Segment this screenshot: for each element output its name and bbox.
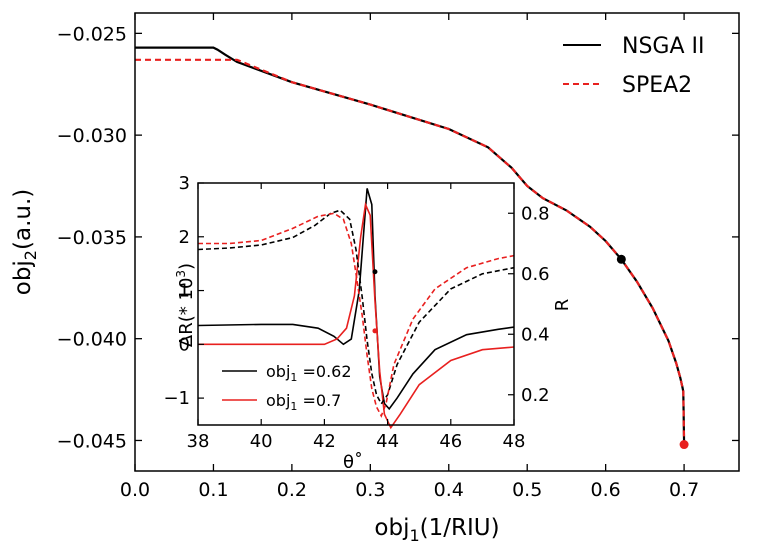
inset-y-axis-label-left: ΔR(* 103) bbox=[174, 263, 197, 347]
inset-series-group bbox=[197, 188, 515, 430]
inset-y-tick-label-right: 0.6 bbox=[521, 264, 550, 285]
inset-y-tick-label-left: 2 bbox=[179, 227, 190, 248]
main-y-ticks: −0.025 −0.030 −0.035 −0.040 −0.045 bbox=[57, 23, 739, 452]
main-x-axis-label: obj1(1/RIU) bbox=[374, 515, 499, 545]
main-series-spea2 bbox=[135, 58, 686, 445]
inset-x-tick-label: 40 bbox=[250, 431, 273, 452]
main-y-tick-label: −0.035 bbox=[57, 227, 127, 249]
inset-x-ticks: 38 40 42 44 46 48 bbox=[187, 183, 526, 452]
inset-x-axis-label: θ˚ bbox=[343, 452, 363, 473]
main-x-tick-label: 0.0 bbox=[120, 479, 150, 501]
inset-y-tick-label-left: 0 bbox=[179, 334, 190, 355]
main-x-tick-label: 0.1 bbox=[198, 479, 228, 501]
inset-plot-frame bbox=[197, 182, 515, 426]
main-x-tick-label: 0.6 bbox=[591, 479, 621, 501]
main-marker-0 bbox=[616, 254, 626, 264]
main-x-ticks: 0.0 0.1 0.2 0.3 0.4 0.5 0.6 0.7 bbox=[120, 13, 699, 501]
inset-series-1 bbox=[198, 201, 515, 430]
legend-label-nsga2: NSGA II bbox=[622, 34, 705, 59]
main-legend: NSGA II SPEA2 bbox=[563, 34, 705, 98]
inset-series-3 bbox=[198, 212, 515, 418]
main-y-tick-label: −0.025 bbox=[57, 23, 127, 45]
inset-legend: obj1 =0.62 obj1 =0.7 bbox=[222, 362, 352, 413]
main-marker-1 bbox=[679, 440, 689, 450]
inset-x-tick-label: 46 bbox=[439, 431, 462, 452]
inset-y-tick-label-right: 0.4 bbox=[521, 324, 550, 345]
inset-y-tick-label-right: 0.8 bbox=[521, 203, 550, 224]
inset-y-tick-label-right: 0.2 bbox=[521, 385, 550, 406]
main-x-tick-label: 0.5 bbox=[512, 479, 542, 501]
legend-label-spea2: SPEA2 bbox=[622, 73, 692, 98]
inset-marker-1 bbox=[372, 328, 378, 334]
inset-legend-label-062: obj1 =0.62 bbox=[266, 362, 352, 384]
main-markers-group bbox=[616, 254, 689, 450]
inset-y-ticks-right: 0.2 0.4 0.6 0.8 bbox=[508, 203, 550, 406]
main-x-tick-label: 0.4 bbox=[434, 479, 464, 501]
main-x-tick-label: 0.3 bbox=[355, 479, 385, 501]
main-y-axis-label: obj2(a.u.) bbox=[10, 189, 40, 296]
inset-x-tick-label: 42 bbox=[313, 431, 336, 452]
main-plot-frame bbox=[134, 12, 740, 472]
inset-y-ticks-left: −1 0 1 2 3 bbox=[163, 173, 204, 409]
inset-marker-0 bbox=[372, 269, 378, 275]
main-x-tick-label: 0.2 bbox=[277, 479, 307, 501]
inset-x-tick-label: 44 bbox=[376, 431, 399, 452]
inset-x-tick-label: 48 bbox=[503, 431, 526, 452]
inset-y-tick-label-left: 3 bbox=[179, 173, 190, 194]
inset-y-tick-label-left: −1 bbox=[163, 388, 190, 409]
main-y-tick-label: −0.045 bbox=[57, 430, 127, 452]
main-plot: 0.0 0.1 0.2 0.3 0.4 0.5 0.6 0.7 −0.025−0.030−0.… bbox=[10, 12, 740, 545]
inset-y-tick-label-left: 1 bbox=[179, 281, 190, 302]
main-x-tick-label: 0.7 bbox=[669, 479, 699, 501]
inset-x-tick-label: 38 bbox=[187, 431, 210, 452]
main-series-group bbox=[135, 46, 686, 445]
inset-plot: 38 40 42 44 46 48 −1 0 1 2 3 0.2 0.4 0.6 0.8 θ˚ ΔR(*… bbox=[163, 173, 573, 473]
inset-y-axis-label-right: R bbox=[552, 299, 573, 312]
inset-legend-label-07: obj1 =0.7 bbox=[266, 391, 341, 413]
inset-series-0 bbox=[197, 188, 515, 411]
main-y-tick-label: −0.030 bbox=[57, 125, 127, 147]
inset-background bbox=[198, 183, 514, 425]
inset-series-2 bbox=[197, 209, 515, 406]
inset-markers-group bbox=[372, 269, 378, 334]
main-y-tick-label: −0.040 bbox=[57, 329, 127, 351]
